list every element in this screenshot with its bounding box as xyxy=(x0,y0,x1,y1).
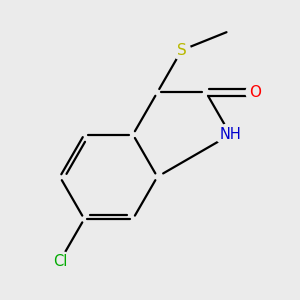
Text: S: S xyxy=(177,43,187,58)
Ellipse shape xyxy=(215,124,246,145)
Text: Cl: Cl xyxy=(53,254,67,269)
Ellipse shape xyxy=(246,83,263,102)
Text: NH: NH xyxy=(220,127,241,142)
Ellipse shape xyxy=(48,251,72,271)
Text: O: O xyxy=(249,85,261,100)
Ellipse shape xyxy=(173,40,190,60)
